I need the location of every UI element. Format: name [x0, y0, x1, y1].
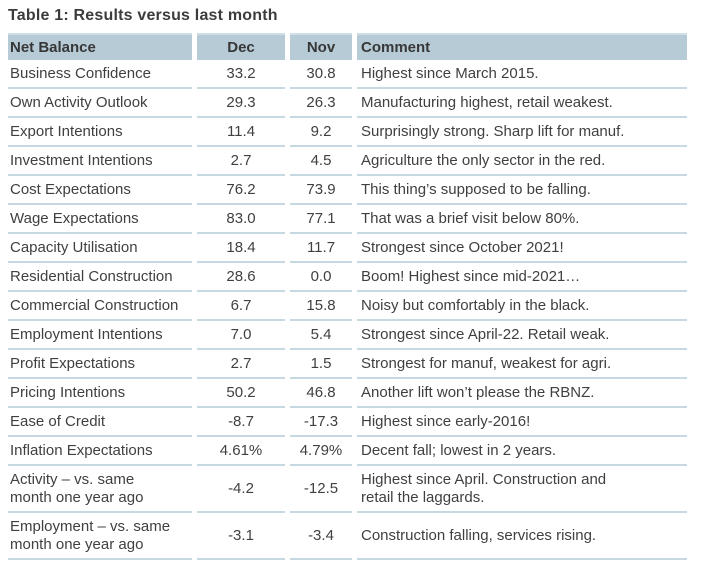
cell-nov: 4.5: [290, 147, 352, 176]
cell-comment: Another lift won’t please the RBNZ.: [357, 379, 687, 408]
cell-dec: 50.2: [197, 379, 285, 408]
cell-dec: 4.61%: [197, 437, 285, 466]
cell-comment: Strongest for manuf, weakest for agri.: [357, 350, 687, 379]
cell-label: Profit Expectations: [8, 350, 192, 379]
cell-nov: 0.0: [290, 263, 352, 292]
table-row: Ease of Credit -8.7 -17.3 Highest since ear…: [8, 408, 687, 437]
cell-nov: 46.8: [290, 379, 352, 408]
cell-comment: Highest since early-2016!: [357, 408, 687, 437]
cell-comment: Decent fall; lowest in 2 years.: [357, 437, 687, 466]
cell-nov: 11.7: [290, 234, 352, 263]
table-row: Capacity Utilisation 18.4 11.7 Strongest si…: [8, 234, 687, 263]
cell-dec: 29.3: [197, 89, 285, 118]
cell-label: Ease of Credit: [8, 408, 192, 437]
cell-dec: 28.6: [197, 263, 285, 292]
cell-dec: -3.1: [197, 513, 285, 560]
cell-nov: 15.8: [290, 292, 352, 321]
table-row: Inflation Expectations 4.61% 4.79% Decent f…: [8, 437, 687, 466]
cell-comment: Boom! Highest since mid-2021…: [357, 263, 687, 292]
cell-nov: 77.1: [290, 205, 352, 234]
cell-comment: Strongest since October 2021!: [357, 234, 687, 263]
col-header-dec: Dec: [197, 33, 285, 60]
cell-comment: This thing’s supposed to be falling.: [357, 176, 687, 205]
cell-comment: Surprisingly strong. Sharp lift for manu…: [357, 118, 687, 147]
cell-label: Residential Construction: [8, 263, 192, 292]
cell-label: Export Intentions: [8, 118, 192, 147]
cell-dec: 7.0: [197, 321, 285, 350]
cell-comment: Highest since April. Construction and re…: [357, 466, 687, 513]
table-row: Employment – vs. same month one year ago…: [8, 513, 687, 560]
cell-label: Employment Intentions: [8, 321, 192, 350]
cell-nov: -3.4: [290, 513, 352, 560]
table-row: Employment Intentions 7.0 5.4 Strongest sin…: [8, 321, 687, 350]
cell-label: Activity – vs. same month one year ago: [8, 466, 192, 513]
table-row: Activity – vs. same month one year ago -4…: [8, 466, 687, 513]
cell-comment: Noisy but comfortably in the black.: [357, 292, 687, 321]
cell-nov: 73.9: [290, 176, 352, 205]
table-row: Wage Expectations 83.0 77.1 That was a brie…: [8, 205, 687, 234]
table-row: Business Confidence 33.2 30.8 Highest since…: [8, 60, 687, 89]
table-row: Commercial Construction 6.7 15.8 Noisy but …: [8, 292, 687, 321]
cell-nov: -12.5: [290, 466, 352, 513]
table-body: Business Confidence 33.2 30.8 Highest since…: [8, 60, 687, 560]
cell-nov: 5.4: [290, 321, 352, 350]
cell-label: Business Confidence: [8, 60, 192, 89]
cell-dec: 83.0: [197, 205, 285, 234]
cell-nov: 26.3: [290, 89, 352, 118]
cell-nov: 1.5: [290, 350, 352, 379]
cell-label: Pricing Intentions: [8, 379, 192, 408]
cell-label: Investment Intentions: [8, 147, 192, 176]
cell-dec: 18.4: [197, 234, 285, 263]
header-row: Net Balance Dec Nov Comment: [8, 33, 687, 60]
cell-dec: 2.7: [197, 147, 285, 176]
cell-comment: That was a brief visit below 80%.: [357, 205, 687, 234]
cell-dec: 76.2: [197, 176, 285, 205]
table-row: Pricing Intentions 50.2 46.8 Another lift w…: [8, 379, 687, 408]
cell-dec: 33.2: [197, 60, 285, 89]
cell-nov: 9.2: [290, 118, 352, 147]
cell-comment: Construction falling, services rising.: [357, 513, 687, 560]
table-row: Own Activity Outlook 29.3 26.3 Manufacturin…: [8, 89, 687, 118]
page-title: Table 1: Results versus last month: [8, 7, 278, 24]
cell-label: Own Activity Outlook: [8, 89, 192, 118]
cell-label: Capacity Utilisation: [8, 234, 192, 263]
cell-comment: Manufacturing highest, retail weakest.: [357, 89, 687, 118]
table-row: Investment Intentions 2.7 4.5 Agriculture t…: [8, 147, 687, 176]
cell-dec: 11.4: [197, 118, 285, 147]
cell-label: Wage Expectations: [8, 205, 192, 234]
table-row: Residential Construction 28.6 0.0 Boom! Hig…: [8, 263, 687, 292]
col-header-net-balance: Net Balance: [8, 33, 192, 60]
cell-dec: 2.7: [197, 350, 285, 379]
table-row: Cost Expectations 76.2 73.9 This thing’s su…: [8, 176, 687, 205]
results-table: Net Balance Dec Nov Comment Business Con…: [3, 33, 692, 560]
table-row: Export Intentions 11.4 9.2 Surprisingly str…: [8, 118, 687, 147]
cell-label: Employment – vs. same month one year ago: [8, 513, 192, 560]
cell-comment: Agriculture the only sector in the red.: [357, 147, 687, 176]
cell-dec: -4.2: [197, 466, 285, 513]
cell-dec: -8.7: [197, 408, 285, 437]
cell-nov: 30.8: [290, 60, 352, 89]
cell-label: Inflation Expectations: [8, 437, 192, 466]
col-header-nov: Nov: [290, 33, 352, 60]
cell-comment: Highest since March 2015.: [357, 60, 687, 89]
cell-label: Commercial Construction: [8, 292, 192, 321]
cell-nov: -17.3: [290, 408, 352, 437]
cell-nov: 4.79%: [290, 437, 352, 466]
cell-dec: 6.7: [197, 292, 285, 321]
cell-label: Cost Expectations: [8, 176, 192, 205]
cell-comment: Strongest since April-22. Retail weak.: [357, 321, 687, 350]
table-header: Net Balance Dec Nov Comment: [8, 33, 687, 60]
table-row: Profit Expectations 2.7 1.5 Strongest for m…: [8, 350, 687, 379]
col-header-comment: Comment: [357, 33, 687, 60]
